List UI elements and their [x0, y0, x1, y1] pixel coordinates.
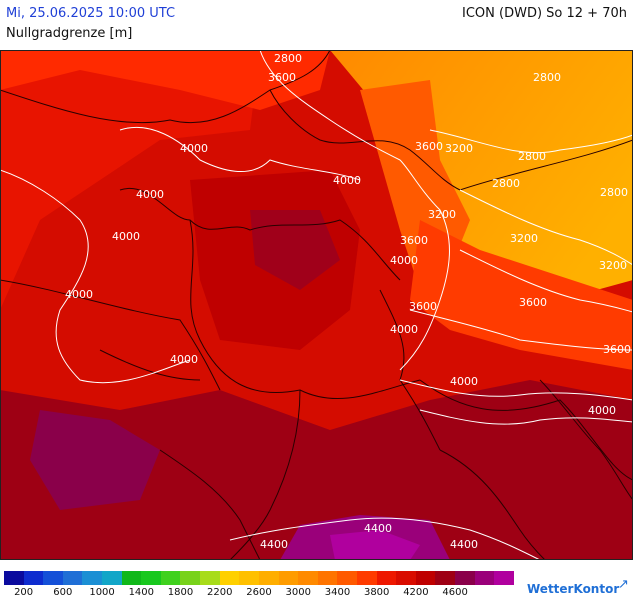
contour-label: 4000: [390, 254, 418, 267]
contour-label: 4000: [450, 375, 478, 388]
field-west: [0, 50, 260, 310]
contour-label: 2800: [600, 186, 628, 199]
contour-label: 4000: [333, 174, 361, 187]
contour-label: 3600: [268, 71, 296, 84]
legend-label: 1000: [89, 587, 115, 598]
legend-label: 1400: [128, 587, 155, 598]
legend-swatch: [376, 571, 397, 585]
contour-label: 3600: [409, 300, 437, 313]
legend-swatch: [396, 571, 416, 585]
legend-swatch: [356, 571, 377, 585]
contour-label: 4000: [588, 404, 616, 417]
wind-arrow-icon: ↗: [618, 577, 629, 592]
legend-swatch: [141, 571, 161, 585]
legend-swatch: [278, 571, 299, 585]
legend-label: 600: [53, 587, 73, 598]
legend-swatch: [180, 571, 201, 585]
legend-swatch: [102, 571, 122, 585]
field-alps-peak: [330, 530, 420, 560]
color-legend: [4, 571, 514, 585]
contour-label: 3600: [415, 140, 443, 153]
contour-label: 4000: [180, 142, 208, 155]
contour-label: 4400: [260, 538, 288, 551]
contour-label: 4000: [170, 353, 198, 366]
contour-label: 4000: [112, 230, 140, 243]
contour-label: 4000: [136, 188, 164, 201]
legend-swatch: [239, 571, 259, 585]
legend-swatch: [4, 571, 24, 585]
legend-swatch: [455, 571, 475, 585]
field-southwest-maroon: [30, 410, 160, 510]
contour-label: 2800: [533, 71, 561, 84]
legend-swatch: [337, 571, 357, 585]
legend-swatch: [435, 571, 456, 585]
field-core: [250, 210, 340, 290]
contour-lines: [0, 50, 633, 560]
contour-label: 4400: [450, 538, 478, 551]
legend-swatch: [160, 571, 181, 585]
legend-swatch: [258, 571, 279, 585]
legend-swatch: [82, 571, 103, 585]
legend-label: 3400: [324, 587, 351, 598]
contour-label: 4000: [65, 288, 93, 301]
legend-swatch: [298, 571, 318, 585]
contour-label: 3200: [510, 232, 538, 245]
legend-swatch: [23, 571, 44, 585]
legend-label: 3000: [285, 587, 311, 598]
legend-swatch: [200, 571, 220, 585]
contour-label: 3200: [599, 259, 627, 272]
legend-swatch: [474, 571, 495, 585]
contour-label: 2800: [274, 52, 302, 65]
freezing-level-map: 2800 3600 2800 4000 3600 3200 2800 4000 …: [0, 50, 633, 560]
legend-swatch: [121, 571, 142, 585]
contour-label: 3600: [519, 296, 547, 309]
legend-label: 3800: [363, 587, 390, 598]
legend-swatch: [415, 571, 436, 585]
contour-label: 4000: [390, 323, 418, 336]
field-south: [0, 380, 633, 560]
legend-label: 4600: [442, 587, 468, 598]
contour-label: 3200: [445, 142, 473, 155]
legend-swatch: [43, 571, 63, 585]
field-east-red: [410, 220, 633, 370]
legend-swatch: [494, 571, 514, 585]
valid-time: Mi, 25.06.2025 10:00 UTC: [6, 6, 176, 21]
legend-label: 200: [14, 587, 34, 598]
legend-swatch: [62, 571, 83, 585]
legend-label: 4200: [403, 587, 429, 598]
variable-title: Nullgradgrenze [m]: [6, 26, 133, 41]
contour-label-group: 2800 3600 2800 4000 3600 3200 2800 4000 …: [65, 52, 631, 551]
legend-label: 2600: [246, 587, 272, 598]
contour-label: 3200: [428, 208, 456, 221]
contour-label: 2800: [492, 177, 520, 190]
legend-swatch: [219, 571, 240, 585]
contour-label: 2800: [518, 150, 546, 163]
contour-label: 3600: [603, 343, 631, 356]
contour-label: 3600: [400, 234, 428, 247]
legend-labels: 200 600 1000 1400 1800 2200 2600 3000 3400 3800 42…: [4, 587, 514, 599]
legend-swatch: [317, 571, 338, 585]
legend-label: 1800: [167, 587, 194, 598]
model-run: ICON (DWD) So 12 + 70h: [462, 6, 627, 21]
wetterkontor-logo[interactable]: WetterKontor: [527, 582, 620, 596]
legend-label: 2200: [207, 587, 233, 598]
field-north: [0, 50, 330, 110]
contour-label: 4400: [364, 522, 392, 535]
